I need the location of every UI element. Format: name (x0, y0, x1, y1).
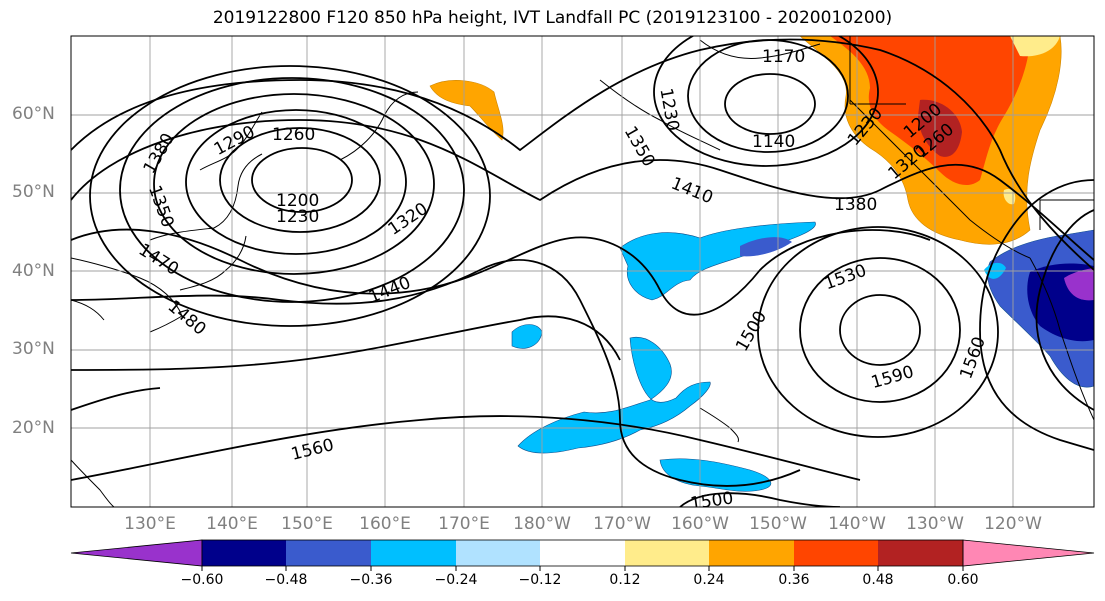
colorbar-tick-label: −0.12 (518, 572, 562, 588)
colorbar-segment (625, 540, 709, 566)
lon-label: 140°E (206, 514, 258, 534)
colorbar-segment (286, 540, 371, 566)
contour-label: 1230 (276, 207, 319, 227)
contour-label: 1140 (752, 132, 795, 152)
positive-ivt-shading (429, 36, 1062, 245)
lon-label: 130°W (906, 514, 964, 534)
lon-label: 140°W (828, 514, 886, 534)
colorbar-tick-label: 0.36 (778, 572, 810, 588)
lat-label: 40°N (12, 261, 55, 281)
colorbar-tick-label: 0.24 (693, 572, 725, 588)
lat-label: 30°N (12, 339, 55, 359)
colorbar-extend-left (70, 539, 203, 567)
lat-label: 60°N (12, 104, 55, 124)
graticule (71, 36, 1094, 507)
lon-label: 170°E (438, 514, 490, 534)
lon-label: 120°W (984, 514, 1042, 534)
lon-label: 160°W (671, 514, 729, 534)
lon-label: 180°W (513, 514, 571, 534)
colorbar-tick-label: −0.36 (349, 572, 393, 588)
lat-label: 50°N (12, 182, 55, 202)
colorbar-tick-label: −0.60 (180, 572, 224, 588)
contour-label: 1200 (276, 191, 319, 211)
lon-label: 170°W (593, 514, 651, 534)
plot-frame (70, 35, 1095, 508)
negative-ivt-shading (511, 221, 1094, 492)
lon-label: 130°E (124, 514, 176, 534)
colorbar-segment (709, 540, 794, 566)
lon-label: 150°W (749, 514, 807, 534)
map-title: 2019122800 F120 850 hPa height, IVT Land… (212, 8, 893, 28)
height-contours (71, 36, 1094, 507)
colorbar-segment (456, 540, 540, 566)
contour-label: 1170 (762, 47, 805, 67)
contour-label: 1380 (834, 195, 877, 215)
colorbar-segment (540, 540, 625, 566)
colorbar-tick-label: 0.60 (947, 572, 979, 588)
lon-label: 150°E (281, 514, 333, 534)
colorbar-extend-right (962, 539, 1095, 567)
colorbar-tick-label: −0.24 (434, 572, 478, 588)
lat-label: 20°N (12, 418, 55, 438)
contour-label: 1260 (272, 125, 315, 145)
colorbar-tick-label: 0.12 (609, 572, 641, 588)
colorbar-segment (202, 540, 286, 566)
colorbar (70, 539, 1095, 571)
colorbar-segment (878, 540, 963, 566)
contour-label: 1500 (689, 488, 735, 514)
colorbar-segment (371, 540, 456, 566)
lon-label: 160°E (359, 514, 411, 534)
colorbar-segment (794, 540, 878, 566)
colorbar-tick-label: −0.48 (264, 572, 308, 588)
colorbar-tick-label: 0.48 (862, 572, 894, 588)
